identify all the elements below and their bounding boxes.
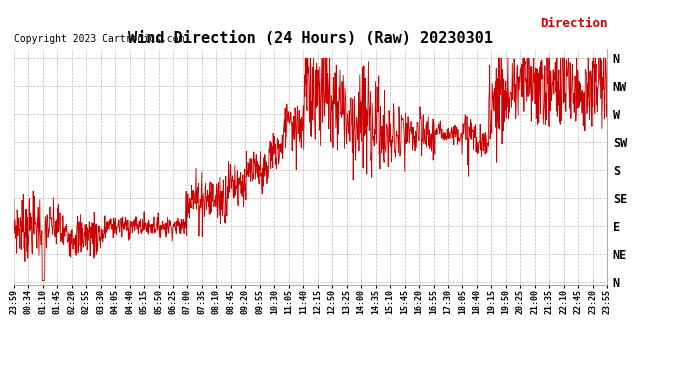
Title: Wind Direction (24 Hours) (Raw) 20230301: Wind Direction (24 Hours) (Raw) 20230301 bbox=[128, 31, 493, 46]
Text: Copyright 2023 Cartronics.com: Copyright 2023 Cartronics.com bbox=[14, 34, 184, 44]
Text: Direction: Direction bbox=[540, 17, 607, 30]
